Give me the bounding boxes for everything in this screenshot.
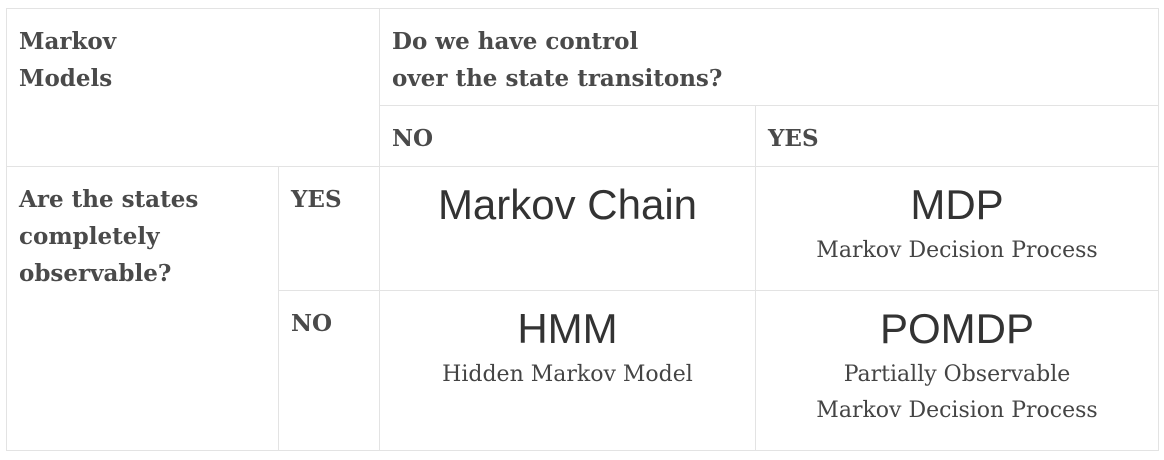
column-question-cell: Do we have control over the state transi… (378, 8, 1160, 106)
corner-header: Markov Models (7, 9, 379, 97)
mdp-title: MDP (910, 181, 1004, 228)
hmm-title: HMM (517, 305, 618, 352)
column-header-no: NO (392, 125, 434, 152)
column-question-line1: Do we have control (392, 28, 639, 55)
row-header-yes: YES (291, 186, 342, 213)
hmm-description: Hidden Markov Model (442, 362, 693, 387)
column-header-yes: YES (768, 125, 819, 152)
corner-header-line2: Models (19, 65, 113, 92)
row-question-line2: completely (19, 223, 160, 250)
corner-header-cell: Markov Models (6, 8, 380, 167)
markov-models-table: Markov Models Do we have control over th… (6, 8, 1160, 451)
pomdp-description-line1: Partially Observable (843, 362, 1071, 387)
row-question-line1: Are the states (19, 186, 199, 213)
markov-chain-cell: Markov Chain (379, 166, 756, 291)
column-header-yes-cell: YES (754, 105, 1160, 167)
row-header-yes-cell: YES (278, 166, 380, 291)
mdp-cell: MDP Markov Decision Process (754, 166, 1160, 291)
hmm-cell: HMM Hidden Markov Model (379, 290, 756, 451)
pomdp-description-line2: Markov Decision Process (816, 398, 1098, 423)
row-question-line3: observable? (19, 260, 172, 287)
row-header-no-cell: NO (278, 290, 380, 451)
markov-chain-title: Markov Chain (437, 181, 698, 228)
column-header-no-cell: NO (379, 105, 756, 167)
row-question-cell: Are the states completely observable? (6, 166, 279, 451)
mdp-description: Markov Decision Process (816, 238, 1098, 263)
column-question-line2: over the state transitons? (392, 65, 723, 92)
pomdp-cell: POMDP Partially Observable Markov Decisi… (754, 290, 1160, 451)
corner-header-line1: Markov (19, 28, 117, 55)
column-question: Do we have control over the state transi… (380, 9, 1158, 97)
row-header-no: NO (291, 310, 333, 337)
row-question: Are the states completely observable? (7, 167, 278, 292)
pomdp-title: POMDP (880, 305, 1035, 352)
